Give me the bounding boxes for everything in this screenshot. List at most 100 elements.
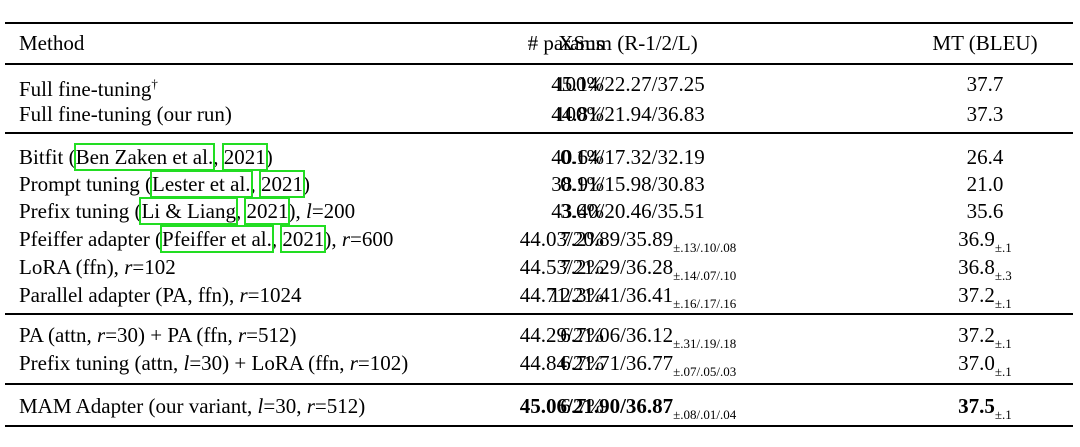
xsum-value: 43.40/20.46/35.51	[551, 199, 705, 223]
params-cell: 100%	[555, 102, 604, 126]
params-cell: 7.2%	[560, 227, 604, 251]
method-text: )	[265, 145, 273, 169]
mt-std: ±.1	[994, 296, 1012, 311]
mt-cell: 37.2±.1	[900, 282, 1070, 317]
mt-cell: 35.6	[900, 198, 1070, 224]
xsum-std: ±.14/.07/.10	[673, 268, 737, 283]
mt-cell: 26.4	[900, 144, 1070, 170]
citation-link[interactable]: Ben Zaken et al.	[73, 143, 216, 171]
header-method: Method	[19, 31, 85, 55]
mt-cell: 37.5±.1	[900, 393, 1070, 428]
mt-std: ±.1	[994, 336, 1012, 351]
xsum-cell: 44.81/21.94/36.83	[418, 101, 838, 127]
xsum-value: 45.14/22.27/37.25	[551, 72, 705, 96]
method-cell: Full fine-tuning†	[19, 71, 158, 102]
mt-value: 36.8	[958, 255, 995, 279]
method-text: Full fine-tuning (our run)	[19, 102, 232, 126]
params-cell: 12.3%	[549, 283, 604, 307]
params-cell: 6.7%	[560, 323, 604, 347]
method-text: ,	[271, 227, 283, 251]
header-params: # params	[527, 31, 604, 55]
mt-value: 21.0	[966, 172, 1004, 196]
xsum-std: ±.13/.10/.08	[673, 240, 737, 255]
xsum-std: ±.16/.17/.16	[673, 296, 737, 311]
method-cell: LoRA (ffn), r=102	[19, 254, 176, 280]
xsum-std: ±.08/.01/.04	[673, 407, 737, 422]
method-text: Prefix tuning (attn,	[19, 351, 184, 375]
params-cell: 6.7%	[560, 351, 604, 375]
params-cell: 0.1%	[560, 172, 604, 196]
method-text: r	[239, 283, 248, 307]
method-text: l	[257, 394, 264, 418]
method-text: Bitfit (	[19, 145, 76, 169]
group-rule-2	[5, 313, 1073, 315]
method-text: l	[183, 351, 190, 375]
mt-std: ±.1	[994, 407, 1012, 422]
method-cell: Parallel adapter (PA, ffn), r=1024	[19, 282, 301, 308]
method-text: ,	[235, 199, 247, 223]
method-text: PA (attn,	[19, 323, 97, 347]
citation-link[interactable]: Pfeiffer et al.	[160, 225, 274, 253]
mt-value: 37.7	[966, 72, 1004, 96]
citation-link[interactable]: Li & Liang	[139, 197, 238, 225]
method-text: =1024	[247, 283, 302, 307]
xsum-cell: 44.29/21.06/36.12±.31/.19/.18	[418, 322, 838, 357]
mt-std: ±.1	[994, 240, 1012, 255]
citation-link[interactable]: 2021	[221, 143, 268, 171]
mt-cell: 37.2±.1	[900, 322, 1070, 357]
mt-cell: 37.0±.1	[900, 350, 1070, 385]
bottom-rule	[5, 425, 1073, 427]
method-text: =600	[350, 227, 394, 251]
xsum-cell: 44.84/21.71/36.77±.07/.05/.03	[418, 350, 838, 385]
xsum-value: 40.64/17.32/32.19	[551, 145, 705, 169]
method-cell: Bitfit (Ben Zaken et al., 2021)	[19, 143, 273, 171]
mt-value: 37.2	[958, 283, 995, 307]
method-text: =30) + LoRA (ffn,	[189, 351, 350, 375]
dagger-mark: †	[151, 76, 158, 91]
xsum-cell: 44.71/21.41/36.41±.16/.17/.16	[418, 282, 838, 317]
mt-value: 37.0	[958, 351, 995, 375]
mt-value: 35.6	[966, 199, 1004, 223]
mt-std: ±.3	[994, 268, 1012, 283]
method-cell: Full fine-tuning (our run)	[19, 101, 232, 127]
xsum-cell: 45.14/22.27/37.25	[418, 71, 838, 97]
method-text: )	[303, 172, 311, 196]
method-text: ,	[213, 145, 224, 169]
citation-link[interactable]: 2021	[259, 170, 306, 198]
params-cell: 7.2%	[560, 255, 604, 279]
mt-cell: 36.8±.3	[900, 254, 1070, 289]
method-text: =200	[311, 199, 356, 223]
method-text: r	[349, 351, 358, 375]
method-text: =512)	[246, 323, 297, 347]
mt-cell: 21.0	[900, 171, 1070, 197]
method-cell: Prefix tuning (Li & Liang, 2021), l=200	[19, 197, 356, 225]
xsum-value: 44.53/21.29/36.28	[519, 255, 674, 279]
xsum-value: 44.81/21.94/36.83	[551, 102, 705, 126]
xsum-std: ±.07/.05/.03	[673, 364, 737, 379]
xsum-value: 44.03/20.89/35.89	[519, 227, 674, 251]
method-text: Parallel adapter (PA, ffn),	[19, 283, 240, 307]
group-rule-3	[5, 383, 1073, 385]
xsum-value: 44.71/21.41/36.41	[519, 283, 674, 307]
xsum-std: ±.31/.19/.18	[673, 336, 737, 351]
mt-value: 37.2	[958, 323, 995, 347]
citation-link[interactable]: 2021	[244, 197, 291, 225]
xsum-cell: 44.53/21.29/36.28±.14/.07/.10	[418, 254, 838, 289]
method-text: MAM Adapter (our variant,	[19, 394, 258, 418]
method-text: r	[306, 394, 315, 418]
method-text: Prefix tuning (	[19, 199, 142, 223]
citation-link[interactable]: Lester et al.	[150, 170, 253, 198]
method-text: LoRA (ffn),	[19, 255, 125, 279]
xsum-value: 45.06/21.90/36.87	[519, 394, 674, 418]
xsum-cell: 43.40/20.46/35.51	[418, 198, 838, 224]
mt-value: 36.9	[958, 227, 995, 251]
mt-value: 37.3	[966, 102, 1004, 126]
params-cell: 0.1%	[560, 145, 604, 169]
citation-link[interactable]: 2021	[280, 225, 327, 253]
mt-value: 37.5	[958, 394, 995, 418]
header-xsum: XSum (R-1/2/L)	[558, 31, 698, 55]
xsum-cell: 44.03/20.89/35.89±.13/.10/.08	[418, 226, 838, 261]
xsum-value: 38.91/15.98/30.83	[551, 172, 705, 196]
method-text: =102)	[357, 351, 409, 375]
method-text: =30,	[263, 394, 307, 418]
